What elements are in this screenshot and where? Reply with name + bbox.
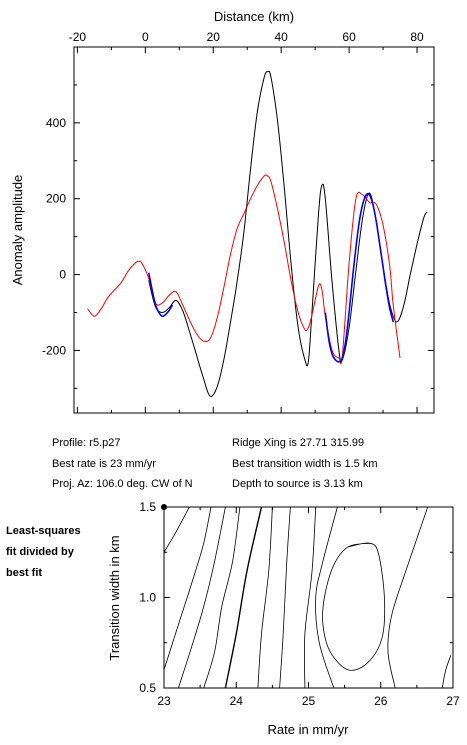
series-line [324,192,394,363]
side-note-line: Least-squares [6,525,81,537]
y-tick-label: 0.5 [139,681,156,695]
projection-azimuth: Proj. Az: 106.0 deg. CW of N [52,478,193,490]
y-tick-label: 1.0 [139,591,156,605]
contour-line [279,506,291,689]
series-line [147,272,174,318]
contour-line [178,506,226,689]
y-tick-label: 0 [59,268,66,282]
y-tick-label: 200 [46,192,66,206]
profile-plot-frame [73,46,435,414]
profile-name: Profile: r5.p27 [52,437,121,449]
best-fit-marker [161,504,167,510]
best-transition-width: Best transition width is 1.5 km [232,458,378,470]
contour-lines [161,504,452,689]
x-tick-label: 25 [302,694,316,708]
y-tick-label: -200 [42,343,66,357]
side-note: Least-squares fit divided by best fit [6,521,81,584]
series-line [87,174,401,365]
y-tick-label: 400 [46,116,66,130]
side-note-line: fit divided by [6,546,74,558]
series-line [148,70,428,397]
x-tick-label: 60 [342,30,356,44]
x-tick-label: -20 [69,30,87,44]
x-tick-label: 0 [142,30,149,44]
contour-plot-frame [163,506,454,689]
contour-line [315,506,338,689]
contour-x-label: Rate in mm/yr [268,722,350,737]
best-rate: Best rate is 23 mm/yr [52,458,156,470]
contour-line [303,506,317,689]
contour-line [322,542,386,671]
depth-to-source: Depth to source is 3.13 km [232,478,363,490]
x-tick-label: 23 [157,694,171,708]
x-tick-label: 24 [230,694,244,708]
x-tick-label: 26 [374,694,388,708]
contour-line [203,506,241,689]
ridge-crossing: Ridge Xing is 27.71 315.99 [232,437,365,449]
side-note-line: best fit [6,567,43,579]
contour-line [163,506,190,553]
x-tick-label: 27 [446,694,460,708]
contour-line [257,506,273,689]
x-tick-label: 20 [207,30,221,44]
x-tick-label: 40 [274,30,288,44]
profile-y-label: Anomaly amplitude [10,175,25,286]
y-tick-label: 1.5 [139,500,156,514]
contour-axes: 23 24 25 26 27 0.5 1.0 1.5 [139,500,460,708]
contour-line [163,506,212,671]
profile-x-label: Distance (km) [214,9,294,24]
profile-series [87,70,428,397]
x-tick-label: 80 [410,30,424,44]
contour-line [224,506,263,689]
contour-y-label: Transition width in km [107,535,122,660]
contour-line [387,506,429,689]
contour-line [441,655,452,689]
